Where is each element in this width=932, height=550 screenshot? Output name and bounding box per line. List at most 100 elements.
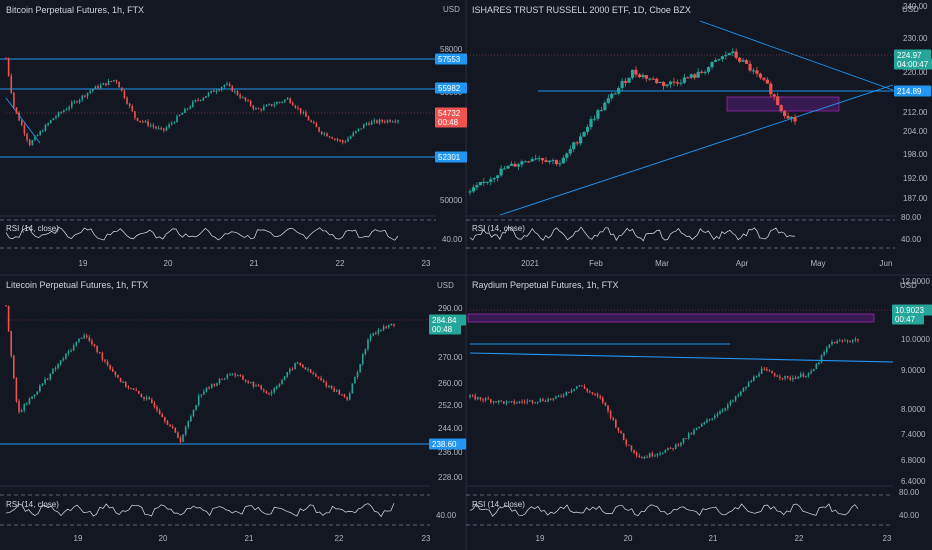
time-tick-label: 23 xyxy=(422,259,431,268)
candle-body xyxy=(797,376,799,379)
candle-body xyxy=(516,402,518,404)
candle-body xyxy=(794,377,797,379)
candle-body xyxy=(617,87,621,94)
candle-body xyxy=(469,395,471,398)
candle-body xyxy=(244,97,247,101)
candle-body xyxy=(265,105,268,107)
candle-body xyxy=(734,51,738,58)
candle-body xyxy=(582,131,586,137)
candle-body xyxy=(539,399,542,402)
candle-body xyxy=(163,128,165,131)
candle-body xyxy=(134,111,136,118)
candle-body xyxy=(810,371,812,374)
candle-body xyxy=(812,369,815,372)
candle-body xyxy=(748,63,752,71)
candle-body xyxy=(302,364,304,368)
price-badge xyxy=(894,49,932,61)
candle-body xyxy=(208,387,210,389)
price-badge-label: 214.89 xyxy=(897,87,922,96)
time-tick-label: Feb xyxy=(589,259,603,268)
price-badge-label: 10.9023 xyxy=(895,306,924,315)
rsi-axis-label: 80.00 xyxy=(899,488,920,497)
candle-body xyxy=(270,104,273,106)
candle-body xyxy=(168,124,170,128)
price-badge xyxy=(435,116,467,128)
candle-body xyxy=(96,345,98,353)
candle-body xyxy=(98,352,101,354)
candle-body xyxy=(638,455,641,458)
candle-body xyxy=(669,447,672,449)
candle-body xyxy=(651,78,655,80)
trend-line xyxy=(499,84,894,216)
candle-body xyxy=(397,120,399,122)
candle-body xyxy=(490,399,492,403)
candle-body xyxy=(760,368,763,374)
candle-body xyxy=(857,339,859,341)
candle-body xyxy=(849,341,851,343)
candle-body xyxy=(568,391,570,393)
candle-body xyxy=(20,410,23,412)
candle-body xyxy=(689,74,693,78)
time-tick-label: Mar xyxy=(655,259,669,268)
candle-body xyxy=(664,450,667,453)
candle-body xyxy=(60,112,63,114)
candle-body xyxy=(365,123,368,125)
candle-body xyxy=(502,168,507,170)
candle-body xyxy=(738,57,742,62)
candle-body xyxy=(110,80,113,82)
candle-body xyxy=(68,107,70,110)
candle-body xyxy=(39,131,42,136)
time-tick-label: 20 xyxy=(159,534,168,543)
candle-body xyxy=(378,119,381,123)
candle-body xyxy=(31,396,33,399)
candle-body xyxy=(7,306,10,332)
supply-zone xyxy=(726,96,840,112)
candle-body xyxy=(672,448,674,450)
candle-body xyxy=(189,106,191,109)
candle-body xyxy=(325,382,328,387)
price-badge-label: 238.60 xyxy=(432,440,457,449)
candle-body xyxy=(518,401,521,403)
candle-body xyxy=(773,373,776,376)
candle-body xyxy=(665,84,669,87)
price-badge xyxy=(892,313,924,325)
candle-body xyxy=(242,375,244,380)
candle-body xyxy=(478,182,482,186)
candle-body xyxy=(20,120,23,126)
candle-body xyxy=(155,126,157,129)
candle-body xyxy=(679,82,683,84)
candle-body xyxy=(568,149,572,154)
candle-body xyxy=(335,390,338,392)
candle-body xyxy=(170,123,173,125)
candle-body xyxy=(732,400,734,402)
candle-body xyxy=(765,79,769,84)
candle-body xyxy=(783,111,787,117)
price-badge-label: 00:48 xyxy=(438,118,459,127)
candle-body xyxy=(655,78,659,84)
candle-body xyxy=(529,400,531,402)
candle-body xyxy=(221,378,223,380)
candle-body xyxy=(310,120,312,122)
candle-body xyxy=(149,125,152,127)
candle-body xyxy=(265,391,268,394)
candle-body xyxy=(544,400,547,402)
time-tick-label: 20 xyxy=(624,534,633,543)
panel-litecoin[interactable]: USD290.00270.00260.00252.00244.00236.002… xyxy=(0,280,467,543)
candle-body xyxy=(281,101,284,103)
rsi-label: RSI (14, close) xyxy=(6,224,59,233)
panel-bitcoin[interactable]: USD580005600054000520005000040.001920212… xyxy=(0,5,467,268)
candle-body xyxy=(113,80,115,82)
candle-body xyxy=(831,341,833,345)
time-tick-label: 21 xyxy=(245,534,254,543)
candle-body xyxy=(102,83,105,85)
candle-body xyxy=(841,340,844,342)
candle-body xyxy=(330,385,333,389)
rsi-label: RSI (14, close) xyxy=(472,224,525,233)
candle-body xyxy=(753,376,755,381)
candle-body xyxy=(85,335,88,338)
candle-body xyxy=(352,132,355,137)
candle-body xyxy=(49,373,52,380)
candle-body xyxy=(331,137,334,139)
